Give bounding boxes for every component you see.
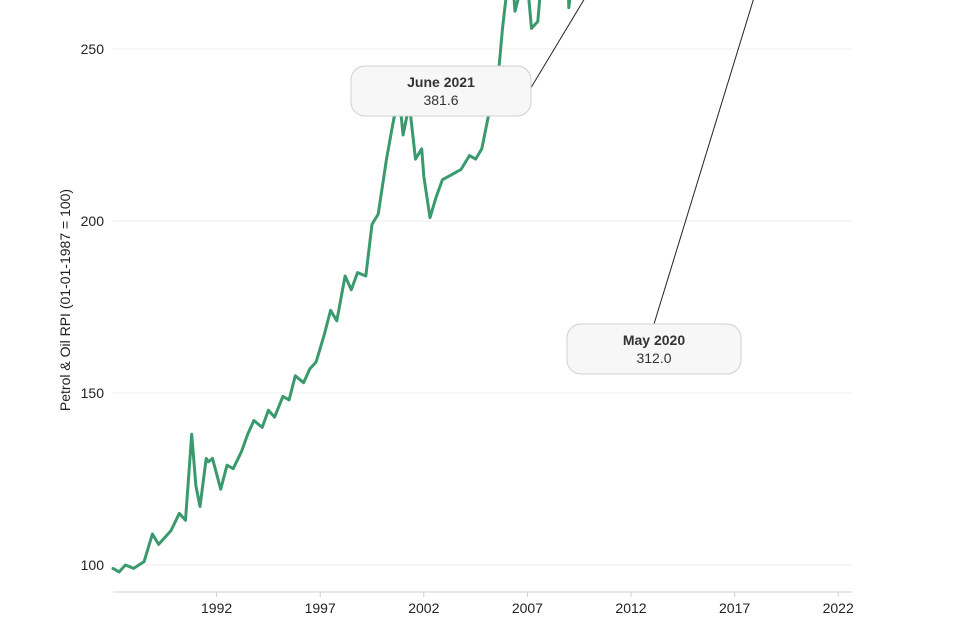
callout-box [566, 323, 742, 375]
x-tick-label: 2012 [615, 600, 646, 616]
annotation-layer: June 2021 381.6 May 2020 312.0 [350, 0, 754, 375]
callout-value: 312.0 [636, 350, 671, 366]
callout-value: 381.6 [423, 92, 458, 108]
grid-layer [113, 48, 852, 566]
y-tick-label: 200 [81, 213, 105, 229]
callout-title: May 2020 [623, 332, 685, 348]
x-tick-label: 2007 [512, 600, 543, 616]
y-axis-title: Petrol & Oil RPI (01-01-1987 = 100) [57, 189, 73, 411]
callout-leader-line [653, 0, 754, 325]
series-line [111, 0, 572, 574]
callout-june-2021: June 2021 381.6 [350, 0, 585, 117]
x-tick-label: 2002 [408, 600, 439, 616]
callout-may-2020: May 2020 312.0 [566, 0, 754, 375]
callout-box [350, 65, 532, 117]
callout-leader-line [528, 0, 585, 92]
x-tick-label: 2017 [719, 600, 750, 616]
axis-layer: 1001502002503003504001992199720022007201… [81, 41, 854, 616]
x-tick-label: 2022 [823, 600, 854, 616]
y-tick-label: 100 [81, 557, 105, 573]
x-tick-label: 1992 [201, 600, 232, 616]
y-tick-label: 150 [81, 385, 105, 401]
callout-title: June 2021 [407, 74, 475, 90]
y-tick-label: 250 [81, 41, 105, 57]
x-tick-label: 1997 [305, 600, 336, 616]
series-layer [111, 0, 572, 574]
